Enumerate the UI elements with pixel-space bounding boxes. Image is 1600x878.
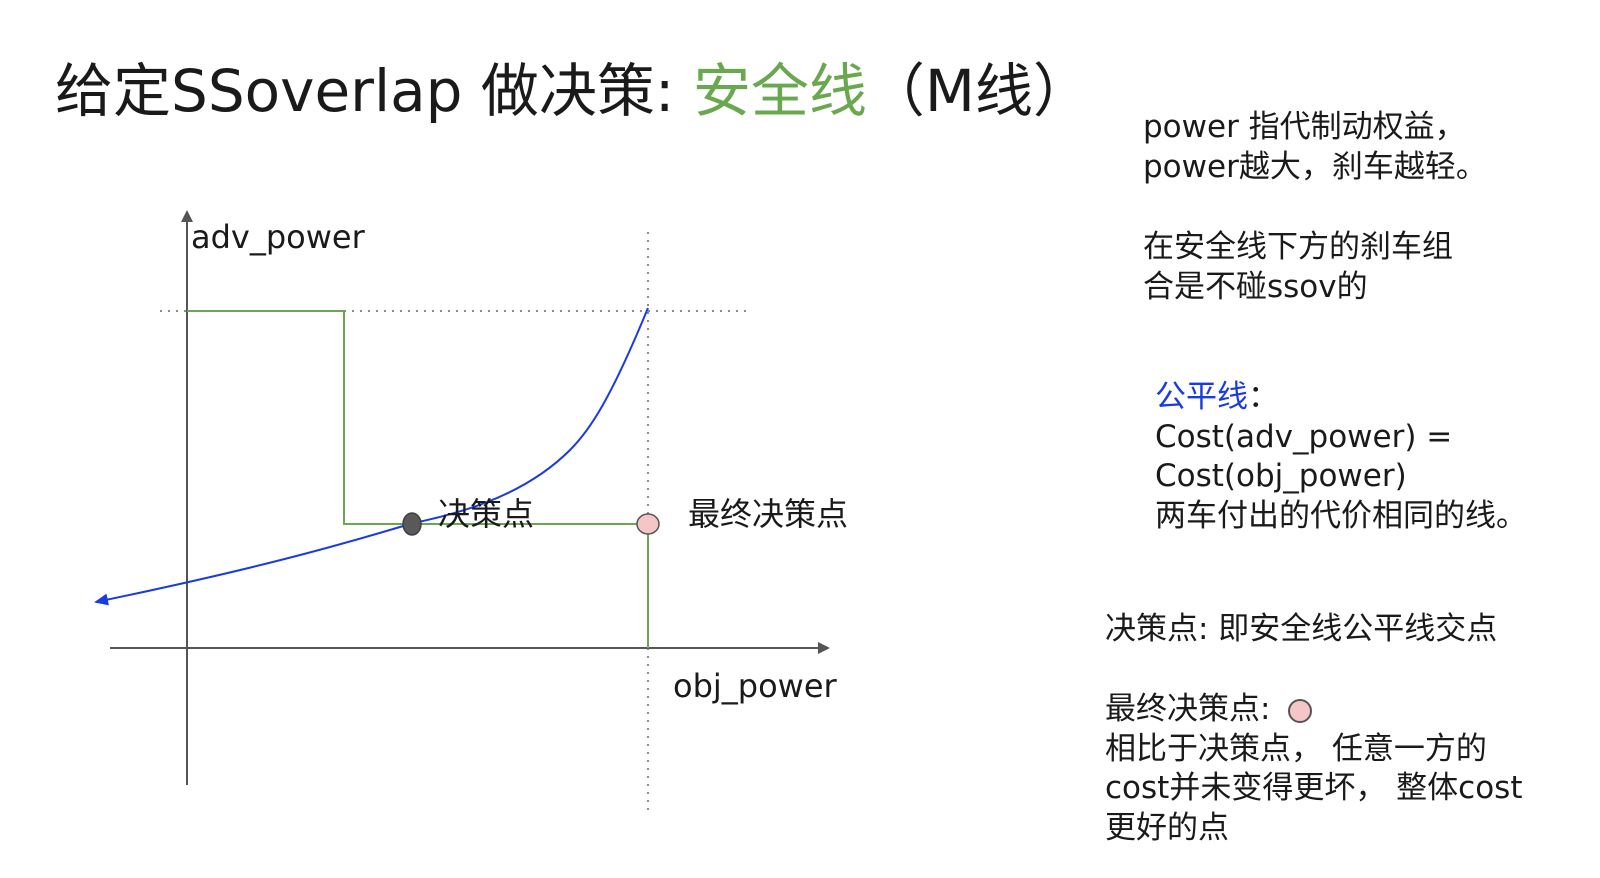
note-fair-title: 公平线 — [1155, 379, 1248, 415]
decision-point — [402, 512, 422, 536]
note-final-line-1: 相比于决策点， 任意一方的 — [1105, 730, 1487, 767]
note-final-heading: 最终决策点: — [1105, 690, 1523, 730]
final-decision-point — [636, 513, 660, 535]
note-fair-line: 公平线： Cost(adv_power) = Cost(obj_power) 两… — [1155, 378, 1527, 537]
note-final-line-2: cost并未变得更坏， 整体cost — [1105, 770, 1523, 807]
note-fair-line-3: 两车付出的代价相同的线。 — [1155, 498, 1527, 535]
note-final-point: 最终决策点: 相比于决策点， 任意一方的 cost并未变得更坏， 整体cost … — [1105, 690, 1523, 849]
note-fair-heading: 公平线： — [1155, 378, 1527, 418]
note-below-line-2: 合是不碰ssov的 — [1143, 268, 1368, 305]
final-point-legend-icon — [1288, 698, 1313, 723]
title-suffix: （M线） — [866, 57, 1091, 125]
title-prefix: 给定SSoverlap 做决策: — [55, 57, 693, 125]
note-final-title: 最终决策点: — [1105, 691, 1271, 727]
safety-line — [187, 310, 649, 648]
note-power: power 指代制动权益， power越大，刹车越轻。 — [1143, 108, 1487, 187]
note-decision-text: 决策点: 即安全线公平线交点 — [1105, 611, 1498, 647]
final-point-label: 最终决策点 — [688, 495, 849, 533]
note-below-line-1: 在安全线下方的刹车组 — [1143, 229, 1453, 265]
note-fair-colon: ： — [1248, 379, 1279, 415]
fair-line — [94, 307, 649, 606]
note-power-line-2: power越大，刹车越轻。 — [1143, 148, 1487, 185]
note-fair-line-2: Cost(obj_power) — [1155, 458, 1407, 495]
title-highlight: 安全线 — [692, 57, 867, 125]
note-decision-point: 决策点: 即安全线公平线交点 — [1105, 610, 1497, 650]
page-title: 给定SSoverlap 做决策: 安全线（M线） — [55, 58, 1091, 125]
note-power-line-1: power 指代制动权益， — [1143, 109, 1466, 145]
x-axis-label: obj_power — [673, 667, 837, 705]
note-below-safety: 在安全线下方的刹车组 合是不碰ssov的 — [1143, 228, 1453, 307]
note-final-line-3: 更好的点 — [1105, 810, 1229, 847]
y-axis-label: adv_power — [191, 218, 365, 256]
note-fair-line-1: Cost(adv_power) = — [1155, 418, 1453, 455]
decision-point-label: 决策点 — [438, 495, 535, 533]
